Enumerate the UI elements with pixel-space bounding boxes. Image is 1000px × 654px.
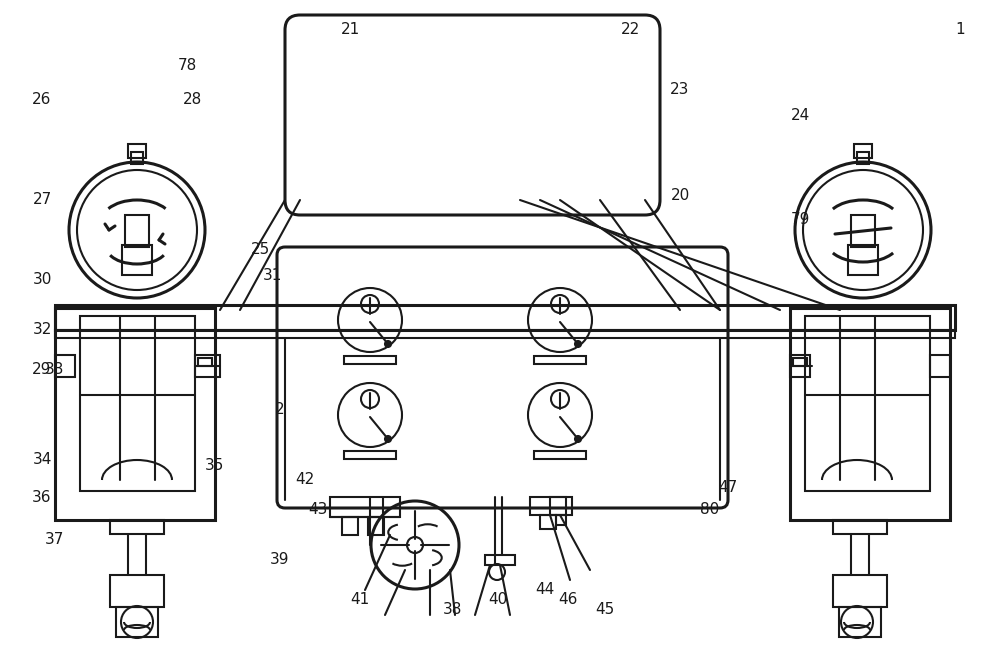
Text: 41: 41 [350, 593, 370, 608]
Bar [857, 152, 869, 164]
Text: 43: 43 [308, 502, 328, 517]
Bar [790, 308, 950, 520]
Text: 27: 27 [32, 192, 52, 207]
Bar [55, 330, 955, 338]
Bar [80, 316, 195, 491]
Bar [344, 451, 396, 459]
Text: 42: 42 [295, 472, 315, 487]
Bar [344, 356, 396, 364]
Bar [540, 515, 556, 529]
Text: 79: 79 [790, 213, 810, 228]
Text: 47: 47 [718, 481, 738, 496]
Bar [342, 517, 358, 535]
Bar [550, 497, 572, 515]
Bar [793, 358, 807, 366]
Bar [534, 356, 586, 364]
Circle shape [575, 341, 581, 347]
Text: 22: 22 [620, 22, 640, 37]
Circle shape [385, 341, 391, 347]
Text: 35: 35 [205, 458, 225, 472]
Text: 40: 40 [488, 593, 508, 608]
Bar [805, 316, 930, 491]
Bar [330, 497, 400, 517]
Text: 26: 26 [32, 92, 52, 107]
Text: 31: 31 [262, 267, 282, 283]
Bar [530, 497, 566, 515]
Text: 38: 38 [443, 602, 463, 617]
Text: 80: 80 [700, 502, 720, 517]
Text: 36: 36 [32, 490, 52, 506]
Bar [833, 520, 887, 534]
Bar [198, 358, 212, 366]
Bar [131, 152, 143, 164]
Bar [839, 607, 881, 637]
Bar [128, 144, 146, 158]
Bar [848, 245, 878, 275]
Bar [851, 215, 875, 247]
Text: 25: 25 [250, 243, 270, 258]
Text: 34: 34 [32, 453, 52, 468]
Text: 23: 23 [670, 82, 690, 97]
Bar [55, 308, 215, 520]
Text: 29: 29 [32, 362, 52, 377]
Bar [110, 575, 164, 607]
Bar [485, 555, 515, 565]
Bar [556, 515, 566, 525]
Text: 28: 28 [183, 92, 203, 107]
Text: 44: 44 [535, 583, 555, 598]
Text: 45: 45 [595, 602, 615, 617]
Text: 1: 1 [955, 22, 965, 37]
Bar [790, 355, 810, 377]
Bar [854, 144, 872, 158]
Circle shape [385, 436, 391, 442]
Text: 37: 37 [45, 532, 65, 547]
Bar [930, 355, 950, 377]
Circle shape [575, 436, 581, 442]
Bar [534, 451, 586, 459]
Bar [833, 575, 887, 607]
Text: 2: 2 [275, 402, 285, 417]
Bar [368, 517, 384, 535]
Text: 39: 39 [270, 553, 290, 568]
Text: 21: 21 [340, 22, 360, 37]
Text: 33: 33 [45, 362, 65, 377]
Bar [125, 215, 149, 247]
Text: 32: 32 [32, 322, 52, 337]
Text: 78: 78 [177, 58, 197, 73]
Bar [122, 245, 152, 275]
Text: 46: 46 [558, 593, 578, 608]
Bar [55, 355, 75, 377]
Bar [116, 607, 158, 637]
Text: 24: 24 [790, 107, 810, 122]
Text: 30: 30 [32, 273, 52, 288]
Bar [195, 355, 220, 377]
Bar [110, 520, 164, 534]
Bar [55, 305, 955, 330]
Text: 20: 20 [670, 188, 690, 203]
